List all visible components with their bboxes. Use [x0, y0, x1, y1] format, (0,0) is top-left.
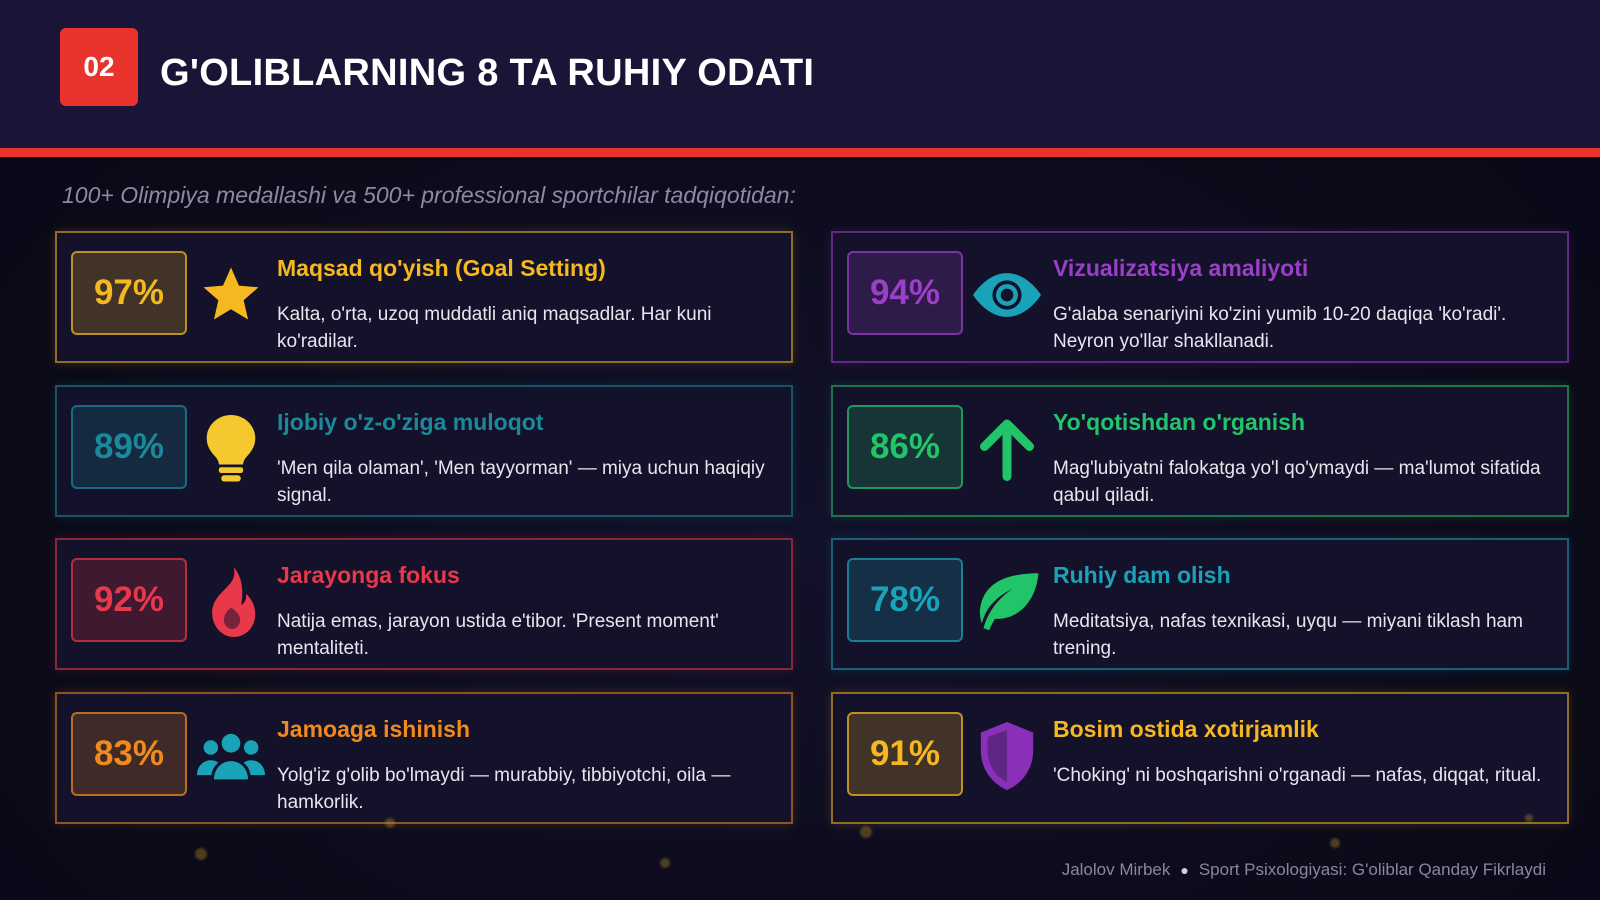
footer: Jalolov Mirbek ● Sport Psixologiyasi: G'… — [1062, 860, 1546, 880]
team-icon — [197, 722, 265, 790]
habit-title: Ruhiy dam olish — [1053, 562, 1231, 588]
habit-description: G'alaba senariyini ko'zini yumib 10-20 d… — [1053, 304, 1507, 352]
habit-card: 89% Ijobiy o'z-o'ziga muloqot 'Men qila … — [55, 384, 793, 517]
habit-description: Meditatsiya, nafas texnikasi, uyqu — miy… — [1053, 611, 1523, 659]
percent-badge: 86% — [847, 404, 963, 489]
habit-title: Jarayonga fokus — [277, 562, 460, 588]
habit-title: Vizualizatsiya amaliyoti — [1053, 255, 1309, 281]
habit-card: 92% Jarayonga fokus Natija emas, jarayon… — [55, 538, 793, 670]
percent-badge: 92% — [71, 558, 187, 642]
lightbulb-icon — [197, 414, 265, 483]
habit-card: 91% Bosim ostida xotirjamlik 'Choking' n… — [831, 691, 1569, 824]
habit-description: Kalta, o'rta, uzoq muddatli aniq maqsadl… — [277, 304, 712, 352]
footer-course: Sport Psixologiyasi: G'oliblar Qanday Fi… — [1198, 860, 1546, 879]
bokeh-dot — [860, 826, 872, 838]
page-title: G'OLIBLARNING 8 TA RUHIY ODATI — [160, 52, 815, 94]
habit-card: 94% Vizualizatsiya amaliyoti G'alaba sen… — [831, 231, 1569, 363]
header: 02 G'OLIBLARNING 8 TA RUHIY ODATI — [0, 0, 1600, 150]
percent-badge: 97% — [71, 251, 187, 335]
habit-card: 83% Jamoaga ishinish Yolg'iz g'olib bo'l… — [55, 691, 793, 824]
bokeh-dot — [1330, 838, 1340, 848]
eye-icon — [973, 261, 1041, 329]
bokeh-dot — [1525, 814, 1533, 822]
subtitle: 100+ Olimpiya medallashi va 500+ profess… — [62, 182, 796, 208]
habit-title: Bosim ostida xotirjamlik — [1053, 715, 1319, 742]
footer-author: Jalolov Mirbek — [1061, 860, 1171, 879]
arrow-up-icon — [973, 415, 1041, 483]
leaf-icon — [973, 568, 1041, 636]
habit-description: Yolg'iz g'olib bo'lmaydi — murabbiy, tib… — [277, 764, 731, 813]
flame-icon — [197, 567, 265, 637]
habit-description: Mag'lubiyatni falokatga yo'l qo'ymaydi —… — [1053, 457, 1541, 506]
percent-badge: 78% — [847, 558, 963, 642]
bokeh-dot — [660, 858, 670, 868]
slide-number-badge: 02 — [60, 28, 138, 106]
bokeh-dot — [385, 818, 395, 828]
percent-badge: 91% — [847, 711, 963, 796]
habit-description: 'Choking' ni boshqarishni o'rganadi — na… — [1053, 764, 1542, 786]
habit-card: 86% Yo'qotishdan o'rganish Mag'lubiyatni… — [831, 384, 1569, 517]
habit-title: Maqsad qo'yish (Goal Setting) — [277, 255, 606, 281]
habit-card: 78% Ruhiy dam olish Meditatsiya, nafas t… — [831, 538, 1569, 670]
habit-description: Natija emas, jarayon ustida e'tibor. 'Pr… — [277, 611, 719, 659]
percent-badge: 83% — [71, 711, 187, 796]
shield-icon — [973, 721, 1041, 790]
habit-title: Jamoaga ishinish — [277, 715, 471, 742]
percent-badge: 89% — [71, 404, 187, 489]
habit-title: Ijobiy o'z-o'ziga muloqot — [277, 408, 544, 435]
habit-description: 'Men qila olaman', 'Men tayyorman' — miy… — [277, 457, 765, 506]
bullet-separator: ● — [1180, 862, 1189, 878]
star-icon — [197, 261, 265, 329]
header-divider — [0, 148, 1600, 157]
bokeh-dot — [195, 848, 207, 860]
percent-badge: 94% — [847, 251, 963, 335]
habit-card: 97% Maqsad qo'yish (Goal Setting) Kalta,… — [55, 231, 793, 363]
habit-title: Yo'qotishdan o'rganish — [1053, 408, 1306, 435]
